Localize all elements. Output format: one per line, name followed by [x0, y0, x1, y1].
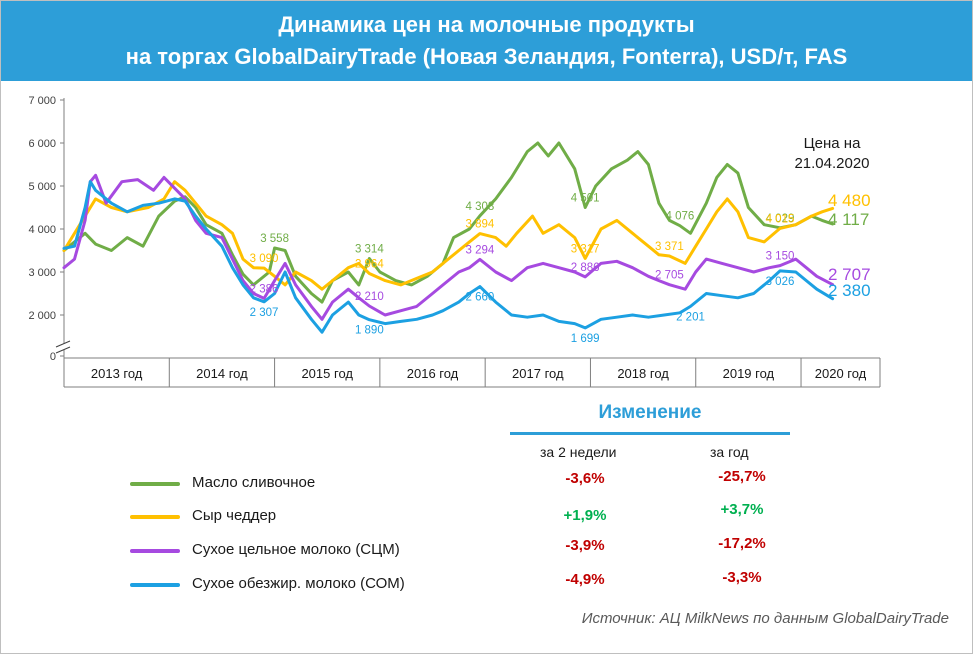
legend-swatch [130, 583, 180, 587]
y-tick-label: 6 000 [28, 138, 56, 150]
data-label: 4 076 [666, 211, 695, 223]
change-2-weeks-value: +1,9% [563, 507, 607, 524]
legend-label: Масло сливочное [192, 474, 316, 491]
change-year-value: -3,3% [722, 569, 762, 586]
data-label: 2 964 [355, 259, 384, 271]
x-year-label: 2018 год [617, 366, 669, 381]
y-tick-label: 4 000 [28, 224, 56, 236]
data-label: 1 699 [571, 333, 600, 345]
change-title: Изменение [598, 402, 702, 423]
data-label: 3 314 [355, 243, 384, 255]
legend-label: Сухое цельное молоко (СЦМ) [192, 541, 400, 558]
end-value-label: 2 380 [828, 281, 871, 300]
data-label: 3 150 [766, 251, 795, 263]
data-label: 2 660 [466, 292, 495, 304]
end-value-label: 2 707 [828, 265, 871, 284]
x-year-label: 2014 год [196, 366, 248, 381]
data-label: 2 201 [676, 311, 705, 323]
series-line-4 [62, 180, 835, 334]
end-value-label: 4 480 [828, 191, 871, 210]
data-label: 1 890 [355, 325, 384, 337]
data-label: 3 294 [466, 244, 495, 256]
data-label: 2 705 [655, 270, 684, 282]
data-label: 2 886 [571, 262, 600, 274]
change-rule [510, 432, 790, 435]
legend-swatch [130, 549, 180, 553]
change-2-weeks-value: -3,6% [565, 470, 605, 487]
legend-label: Сыр чеддер [192, 507, 277, 524]
x-year-label: 2015 год [301, 366, 353, 381]
series-line-1 [62, 141, 835, 304]
series-line-3 [62, 173, 835, 321]
chart-title-line-2: на торгах GlobalDairyTrade (Новая Зеланд… [125, 44, 848, 69]
axis-break-mark [55, 340, 71, 348]
data-label: 4 015 [766, 213, 795, 225]
data-label: 4 501 [571, 192, 600, 204]
y-tick-label: 0 [50, 351, 56, 363]
data-label: 3 026 [766, 276, 795, 288]
data-label: 4 308 [466, 201, 495, 213]
series-line-2 [62, 180, 835, 291]
change-2-weeks-value: -4,9% [565, 571, 605, 588]
data-label: 3 090 [250, 253, 279, 265]
data-label: 3 317 [571, 243, 600, 255]
x-year-label: 2020 год [815, 366, 867, 381]
y-tick-label: 2 000 [28, 310, 56, 322]
change-year-value: -17,2% [718, 535, 766, 552]
price-date-note: Цена на 21.04.2020 [794, 135, 869, 172]
x-year-label: 2013 год [91, 366, 143, 381]
y-tick-label: 5 000 [28, 181, 56, 193]
change-year-value: -25,7% [718, 468, 766, 485]
x-year-label: 2016 год [407, 366, 459, 381]
legend-swatch [130, 515, 180, 519]
data-label: 3 558 [260, 233, 289, 245]
data-label: 4 029 [766, 213, 795, 225]
data-label: 3 371 [655, 241, 684, 253]
chart-title-line-1: Динамика цен на молочные продукты [278, 12, 695, 37]
price-line-chart: 0 2 000 3 000 4 000 5 000 6 000 7 000 2013 год 2… [28, 95, 881, 388]
data-label: 2 307 [250, 307, 279, 319]
change-column-2-weeks: за 2 недели [540, 444, 617, 460]
y-tick-label: 7 000 [28, 95, 56, 107]
x-year-label: 2017 год [512, 366, 564, 381]
chart-header: Динамика цен на молочные продукты на тор… [1, 1, 972, 81]
data-label: 3 894 [466, 219, 495, 231]
data-label: 2 386 [250, 283, 279, 295]
change-year-value: +3,7% [720, 501, 764, 518]
axis-break-mark [55, 346, 71, 354]
legend-swatch [130, 482, 180, 486]
x-year-label: 2019 год [723, 366, 775, 381]
change-2-weeks-value: -3,9% [565, 537, 605, 554]
end-value-label: 4 117 [828, 210, 869, 229]
data-label: 2 210 [355, 291, 384, 303]
change-column-year: за год [710, 444, 749, 460]
source-note: Источник: АЦ MilkNews по данным GlobalDa… [581, 610, 949, 627]
legend-label: Сухое обезжир. молоко (СОМ) [192, 575, 405, 592]
y-tick-label: 3 000 [28, 267, 56, 279]
